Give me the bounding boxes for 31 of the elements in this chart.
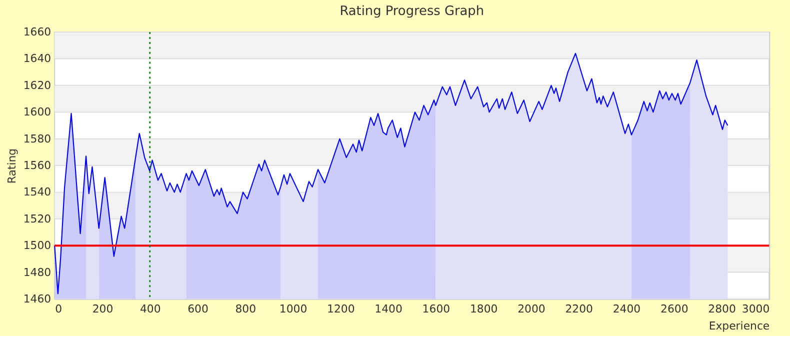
y-tick-label: 1460: [23, 292, 52, 306]
x-tick-label: 800: [235, 302, 256, 316]
x-tick-label: 1200: [327, 302, 355, 316]
x-tick-label: 400: [140, 302, 161, 316]
y-tick-label: 1520: [23, 212, 52, 226]
y-tick-label: 1640: [23, 52, 52, 66]
y-axis-title: Rating: [5, 148, 18, 184]
x-tick-label: 3000: [742, 302, 770, 316]
y-tick-label: 1540: [23, 186, 52, 199]
x-tick-label: 1600: [422, 302, 450, 316]
x-tick-label: 600: [188, 302, 208, 316]
chart-title: Rating Progress Graph: [340, 4, 484, 20]
line-series: [54, 52, 728, 294]
y-tick-label: 1620: [23, 78, 52, 92]
x-tick-label: 2800: [708, 302, 736, 316]
y-tick-label: 1500: [23, 239, 52, 252]
x-tick-label: 2400: [612, 302, 641, 316]
y-tick-label: 1600: [23, 106, 52, 119]
x-tick-label: 2200: [565, 302, 594, 316]
x-tick-label: 2000: [518, 302, 546, 316]
x-axis-title: Experience: [708, 319, 770, 332]
y-tick-label: 1580: [23, 132, 52, 146]
x-tick-label: 1400: [374, 302, 402, 316]
y-tick-label: 1480: [23, 266, 52, 279]
x-tick-label: 0: [55, 302, 62, 316]
y-tick-label: 1660: [23, 26, 52, 39]
x-tick-label: 1800: [470, 302, 498, 316]
y-tick-label: 1560: [23, 158, 52, 172]
x-tick-label: 2600: [660, 302, 688, 316]
x-tick-label: 200: [92, 302, 114, 316]
x-tick-label: 1000: [279, 302, 308, 316]
